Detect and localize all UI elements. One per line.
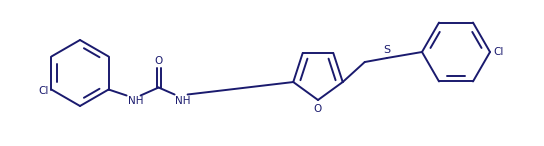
Text: NH: NH: [175, 95, 190, 106]
Text: Cl: Cl: [38, 86, 48, 95]
Text: Cl: Cl: [493, 47, 503, 57]
Text: O: O: [154, 55, 163, 66]
Text: NH: NH: [128, 97, 143, 106]
Text: S: S: [383, 45, 390, 55]
Text: O: O: [314, 104, 322, 114]
